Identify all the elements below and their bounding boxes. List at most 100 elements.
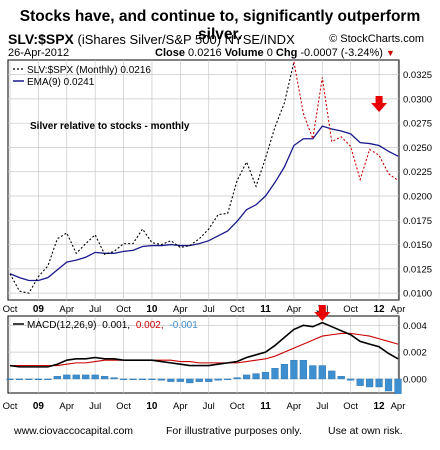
x-tick-label: Oct: [116, 304, 131, 315]
histogram-bar: [167, 378, 175, 382]
histogram-bar: [271, 368, 279, 380]
histogram-bar: [356, 378, 364, 386]
chart-date: 26-Apr-2012: [8, 47, 70, 59]
y-tick-label: 0.0100: [403, 289, 432, 300]
histogram-bar: [44, 378, 52, 380]
histogram-bar: [366, 378, 374, 388]
main-y-axis: 0.0100 0.0125 0.0150 0.0175 0.0200 0.0225 0.02…: [403, 70, 432, 300]
histogram-bar: [63, 374, 71, 380]
x-tick-label: Jul: [203, 304, 215, 315]
histogram-bar: [328, 370, 336, 380]
headline: Stocks have, and continue to, significan…: [19, 8, 421, 43]
arrow-head: [314, 312, 331, 321]
x-tick-label: Apr: [173, 304, 188, 315]
arrow-head: [371, 103, 388, 112]
legend-ema: EMA(9) 0.0241: [27, 77, 95, 88]
chg-label: Chg: [275, 47, 298, 59]
macd-legend: MACD(12,26,9) 0.001, 0.002, -0.001: [27, 320, 198, 331]
histogram-bar: [176, 378, 184, 382]
x-tick-label: 10: [146, 401, 158, 412]
footer-risk: Use at own risk.: [328, 425, 403, 437]
x-tick-label: Apr: [173, 401, 188, 412]
close-value: 0.0216: [188, 47, 222, 59]
x-tick-label: 10: [146, 304, 158, 315]
histogram-bar: [242, 374, 251, 380]
macd-line: [9, 321, 399, 368]
histogram-bar: [384, 378, 393, 392]
x-tick-label: Apr: [391, 304, 406, 315]
y-tick-label: 0.0325: [403, 70, 432, 81]
histogram-bar: [53, 376, 61, 380]
histogram-bar: [91, 374, 99, 380]
histogram-bar: [129, 378, 137, 380]
histogram-bar: [148, 378, 156, 380]
macd-legend-signal: 0.002,: [136, 320, 164, 331]
histogram-bar: [101, 376, 109, 380]
x-tick-label: Oct: [343, 401, 358, 412]
histogram-bar: [318, 365, 326, 380]
histogram-bar: [25, 378, 33, 380]
footer-website: www.ciovaccocapital.com: [14, 425, 134, 437]
y-tick-label: 0.0250: [403, 143, 432, 154]
macd-legend-macd: 0.001,: [102, 320, 130, 331]
symbol-description: (iShares Silver/S&P 500) NYSE/INDX: [77, 32, 295, 47]
macd-y-axis: 0.000 0.002 0.004: [403, 321, 427, 386]
macd-series: [9, 321, 399, 368]
histogram-bar: [138, 378, 147, 380]
footer-disclaimer: For illustrative purposes only.: [166, 425, 302, 437]
y-tick-label: 0.0125: [403, 264, 432, 275]
macd-x-axis: Oct 09 Apr Jul Oct 10 Apr Jul Oct 11 Apr Jul Oct 12 Ap…: [3, 401, 406, 412]
y-tick-label: 0.0200: [403, 192, 432, 203]
histogram-bar: [280, 364, 289, 380]
y-tick-label: 0.0275: [403, 119, 432, 130]
histogram-bar: [205, 378, 213, 382]
legend-price: SLV:$SPX (Monthly) 0.0216: [27, 65, 151, 76]
symbol: SLV:$SPX: [8, 31, 74, 47]
macd-legend-prefix: MACD(12,26,9): [27, 320, 96, 331]
arrow-shaft: [375, 96, 383, 103]
x-tick-label: Apr: [287, 401, 302, 412]
x-tick-label: Apr: [59, 401, 74, 412]
y-tick-label: 0.0150: [403, 240, 432, 251]
x-tick-label: Oct: [3, 401, 18, 412]
chart-values: Close 0.0216 Volume 0 Chg -0.0007 (-3.24…: [155, 47, 395, 59]
main-series: [9, 61, 399, 294]
histogram-bar: [214, 378, 222, 381]
y-tick-label: 0.0175: [403, 216, 432, 227]
x-tick-label: Oct: [230, 304, 245, 315]
histogram-bar: [290, 359, 298, 380]
x-tick-label: Jul: [203, 401, 215, 412]
main-x-axis: Oct09AprJulOct10AprJulOct11AprJulOct12Ap…: [3, 304, 406, 315]
macd-panel-frame: [7, 315, 400, 394]
histogram-bar: [347, 378, 355, 381]
x-tick-label: Oct: [3, 304, 18, 315]
macd-histogram: [6, 359, 402, 394]
x-tick-label: 09: [33, 304, 45, 315]
signal-line: [10, 332, 399, 367]
x-tick-label: Oct: [230, 401, 245, 412]
histogram-bar: [252, 373, 260, 380]
x-tick-label: Apr: [287, 304, 302, 315]
histogram-bar: [72, 374, 80, 380]
histogram-bar: [110, 377, 118, 380]
close-label: Close: [155, 47, 185, 59]
x-tick-label: Oct: [116, 401, 131, 412]
x-tick-label: 09: [33, 401, 45, 412]
x-tick-label: 12: [374, 401, 386, 412]
ema-line: [9, 125, 399, 282]
histogram-bar: [299, 359, 307, 380]
arrow-shaft: [318, 305, 326, 312]
macd-legend-hist: -0.001: [169, 320, 198, 331]
y-tick-label: 0.002: [403, 348, 427, 359]
chg-value: -0.0007 (-3.24%): [300, 47, 383, 59]
histogram-bar: [186, 378, 194, 384]
histogram-bar: [309, 365, 317, 380]
chart-annotation: Silver relative to stocks - monthly: [30, 121, 190, 132]
y-tick-label: 0.000: [403, 374, 427, 385]
histogram-bar: [233, 377, 241, 380]
main-grid: [8, 60, 399, 300]
down-triangle-icon: ▼: [385, 48, 395, 58]
histogram-bar: [337, 376, 345, 380]
x-tick-label: Apr: [391, 401, 406, 412]
x-tick-label: 12: [374, 304, 386, 315]
